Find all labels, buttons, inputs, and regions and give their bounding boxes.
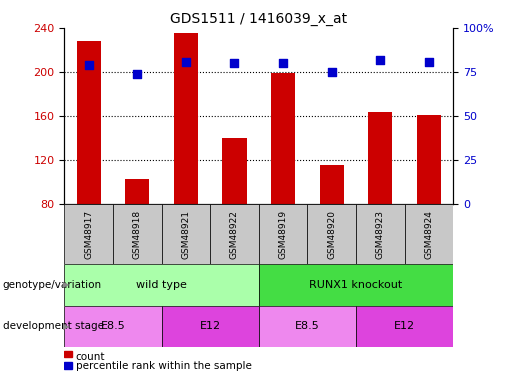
Text: GSM48922: GSM48922: [230, 210, 239, 259]
Point: [425, 58, 433, 64]
Bar: [64, 204, 113, 264]
Text: ▶: ▶: [63, 280, 70, 290]
Text: genotype/variation: genotype/variation: [3, 280, 101, 290]
Bar: [259, 204, 307, 264]
Point: [328, 69, 336, 75]
Bar: [417, 115, 441, 204]
Text: E12: E12: [394, 321, 415, 331]
Bar: [162, 306, 259, 347]
Bar: [77, 41, 101, 204]
Bar: [368, 112, 392, 204]
Bar: [64, 362, 72, 369]
Text: RUNX1 knockout: RUNX1 knockout: [310, 280, 403, 290]
Text: E8.5: E8.5: [100, 321, 125, 331]
Point: [133, 71, 142, 77]
Bar: [259, 306, 356, 347]
Text: count: count: [76, 352, 105, 362]
Point: [230, 60, 238, 66]
Bar: [356, 306, 453, 347]
Bar: [405, 204, 453, 264]
Title: GDS1511 / 1416039_x_at: GDS1511 / 1416039_x_at: [170, 12, 347, 26]
Bar: [319, 165, 344, 204]
Text: GSM48921: GSM48921: [181, 210, 191, 259]
Bar: [64, 306, 162, 347]
Text: GSM48924: GSM48924: [424, 210, 434, 259]
Text: GSM48918: GSM48918: [133, 210, 142, 259]
Bar: [162, 204, 210, 264]
Bar: [356, 204, 405, 264]
Bar: [222, 138, 247, 204]
Text: E8.5: E8.5: [295, 321, 320, 331]
Bar: [210, 204, 259, 264]
Text: ▶: ▶: [63, 322, 70, 331]
Text: GSM48920: GSM48920: [327, 210, 336, 259]
Text: percentile rank within the sample: percentile rank within the sample: [76, 361, 252, 370]
Text: development stage: development stage: [3, 321, 104, 331]
Point: [279, 60, 287, 66]
Text: wild type: wild type: [136, 280, 187, 290]
Bar: [113, 204, 162, 264]
Bar: [64, 351, 72, 357]
Text: GSM48919: GSM48919: [279, 210, 287, 259]
Text: GSM48923: GSM48923: [376, 210, 385, 259]
Bar: [271, 73, 295, 204]
Bar: [259, 264, 453, 306]
Bar: [307, 204, 356, 264]
Text: GSM48917: GSM48917: [84, 210, 93, 259]
Text: E12: E12: [200, 321, 221, 331]
Point: [376, 57, 384, 63]
Bar: [64, 264, 259, 306]
Bar: [125, 179, 149, 204]
Bar: [174, 33, 198, 204]
Point: [182, 58, 190, 64]
Point: [84, 62, 93, 68]
